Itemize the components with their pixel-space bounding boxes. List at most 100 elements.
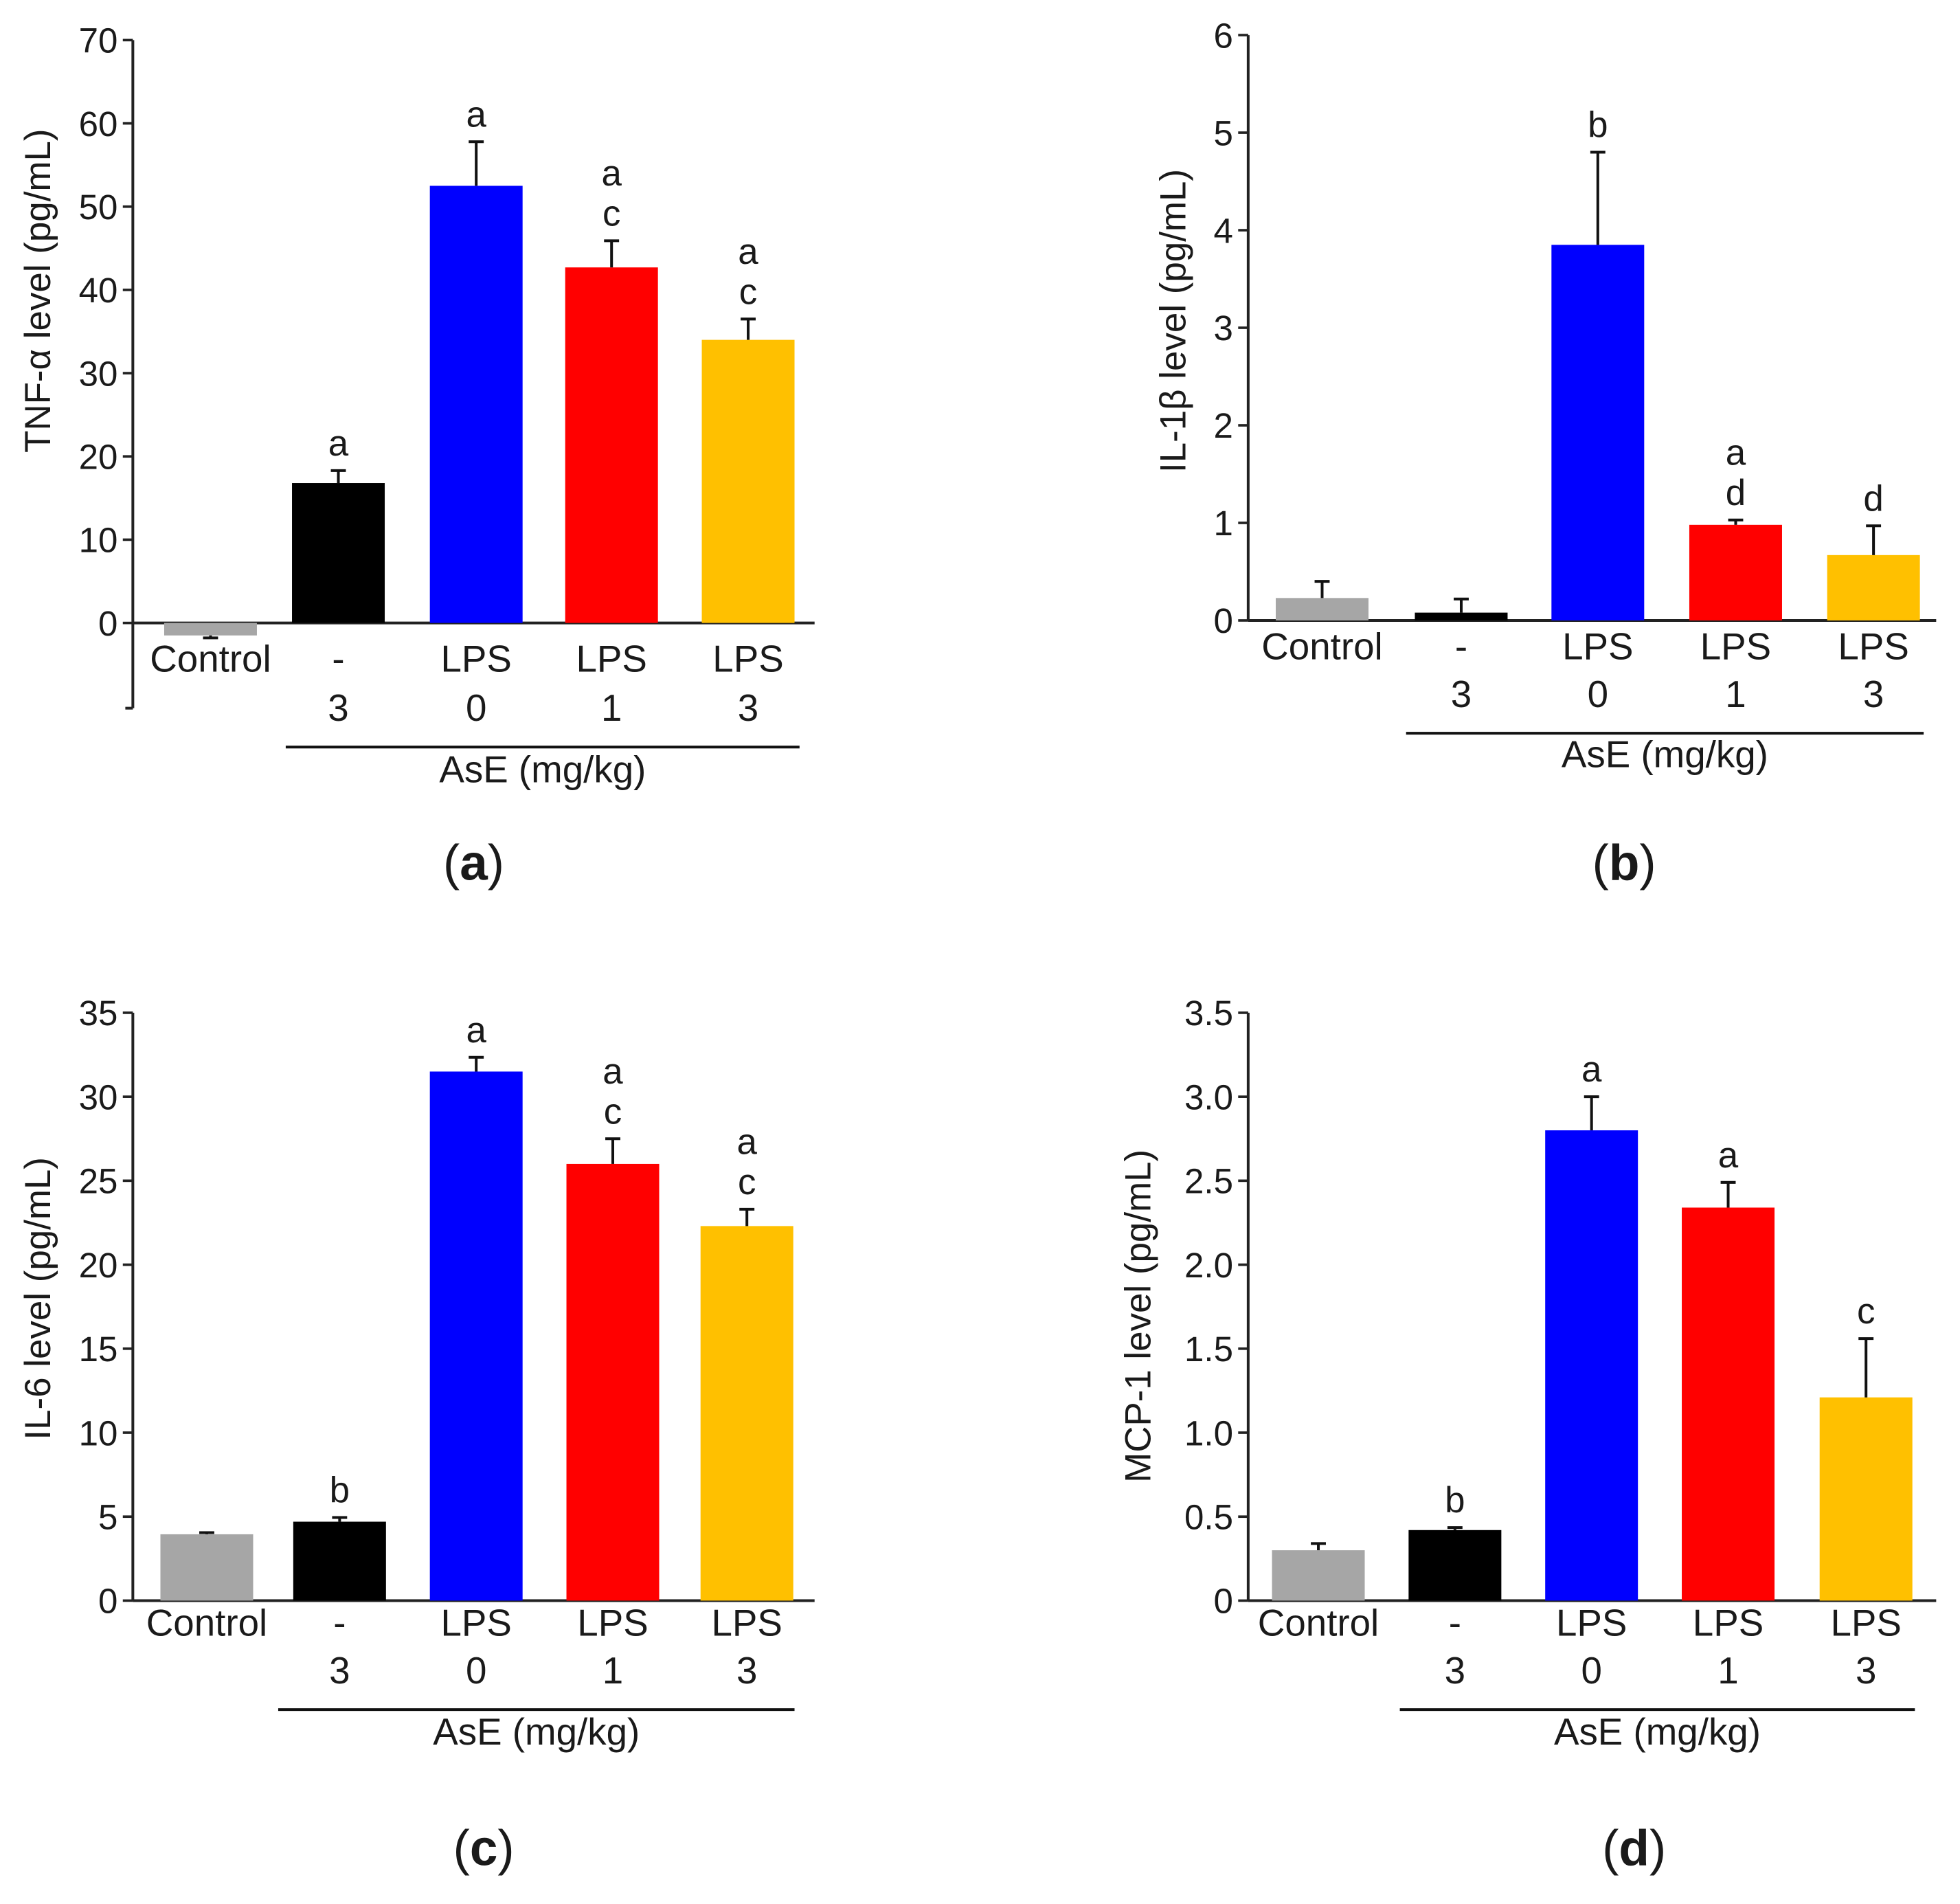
y-tick-label: 0	[1214, 601, 1233, 640]
significance-letter: c	[738, 1162, 756, 1202]
panel-label: (d)	[1602, 1820, 1666, 1876]
y-axis-label: IL-6 level (pg/mL)	[18, 1157, 58, 1440]
category-sublabel: 0	[1588, 673, 1608, 715]
y-tick-label: 2.5	[1184, 1162, 1233, 1201]
significance-letter: c	[1857, 1291, 1875, 1332]
bar	[1272, 1550, 1365, 1601]
bar	[293, 1521, 386, 1601]
bar	[701, 339, 795, 623]
y-tick-label: 40	[79, 271, 118, 310]
bar	[565, 267, 658, 623]
category-sublabel: 3	[1863, 673, 1884, 715]
category-label: Control	[1261, 625, 1382, 668]
y-tick-label: 70	[79, 21, 118, 60]
panel-label: (a)	[443, 836, 504, 891]
y-tick-label: 60	[79, 104, 118, 144]
category-label: -	[1455, 625, 1467, 668]
category-sublabel: 3	[328, 686, 348, 729]
x-axis-group-label: AsE (mg/kg)	[1562, 732, 1768, 775]
panel-label-open: (	[443, 836, 460, 891]
bar	[566, 1163, 660, 1601]
panel-label-open: (	[1592, 836, 1609, 891]
significance-letter: a	[738, 232, 758, 272]
bar	[1545, 1130, 1638, 1601]
significance-letter: a	[1718, 1135, 1739, 1176]
y-tick-label: 10	[79, 521, 118, 560]
bar	[429, 186, 523, 623]
significance-letter: a	[466, 1010, 486, 1051]
category-label: LPS	[577, 1602, 648, 1644]
bar	[700, 1226, 793, 1601]
y-tick-label: 4	[1214, 211, 1233, 250]
significance-letter: a	[1581, 1049, 1602, 1090]
bar	[160, 1534, 254, 1601]
category-sublabel: 1	[1725, 673, 1746, 715]
category-sublabel: 3	[736, 1649, 757, 1692]
category-label: LPS	[1562, 625, 1633, 668]
category-label: LPS	[1556, 1602, 1627, 1644]
category-label: Control	[146, 1602, 267, 1644]
y-tick-label: 15	[79, 1330, 118, 1369]
significance-letter: a	[1726, 432, 1746, 473]
bar	[1551, 245, 1645, 620]
panel-label-letter: a	[460, 836, 488, 891]
significance-letter: c	[602, 194, 620, 234]
y-tick-label: 0	[1214, 1582, 1233, 1621]
chart-panel-b: 0 1 2 3 4 5 6 IL-1β level (pg/mL) Control - 3 b LPS 0…	[1153, 16, 1937, 891]
y-tick-label: 10	[79, 1413, 118, 1453]
significance-letter: b	[1588, 105, 1608, 146]
significance-letter: b	[330, 1470, 350, 1511]
y-tick-label: 3.0	[1184, 1077, 1233, 1117]
y-axis-label: IL-1β level (pg/mL)	[1153, 169, 1194, 473]
category-sublabel: 1	[602, 1649, 623, 1692]
y-tick-label: 0	[98, 1582, 117, 1621]
y-tick-label: 1.5	[1184, 1330, 1233, 1369]
category-sublabel: 0	[466, 686, 486, 729]
category-sublabel: 3	[1445, 1649, 1465, 1692]
significance-letter: b	[1445, 1480, 1465, 1521]
significance-letter: d	[1726, 473, 1746, 513]
bar	[429, 1071, 523, 1601]
y-axis-label: MCP-1 level (pg/mL)	[1118, 1150, 1159, 1483]
bar	[1408, 1530, 1502, 1601]
y-tick-label: 5	[1214, 113, 1233, 153]
y-tick-label: 6	[1214, 16, 1233, 55]
significance-letter: a	[602, 1051, 623, 1092]
significance-letter: c	[604, 1091, 622, 1132]
panel-label-letter: c	[470, 1820, 498, 1876]
category-sublabel: 3	[738, 686, 758, 729]
significance-letter: a	[328, 423, 349, 464]
bar	[1689, 524, 1782, 620]
y-tick-label: 20	[79, 437, 118, 476]
y-tick-label: 2	[1214, 406, 1233, 445]
panel-label-open: (	[453, 1820, 470, 1876]
significance-letter: a	[601, 153, 622, 194]
panel-label-close: )	[497, 1820, 514, 1876]
category-label: LPS	[1838, 625, 1908, 668]
panel-label-letter: b	[1609, 836, 1640, 891]
significance-letter: a	[466, 94, 486, 135]
category-sublabel: 0	[1581, 1649, 1601, 1692]
panel-label: (c)	[453, 1820, 515, 1876]
y-tick-label: 50	[79, 188, 118, 227]
panel-label-close: )	[1649, 1820, 1666, 1876]
x-axis-group-label: AsE (mg/kg)	[1554, 1710, 1761, 1753]
category-label: Control	[150, 638, 271, 680]
bar	[292, 483, 385, 623]
category-label: LPS	[1830, 1602, 1901, 1644]
panel-label-letter: d	[1619, 1820, 1649, 1876]
category-label: LPS	[1700, 625, 1771, 668]
significance-letter: c	[739, 271, 757, 312]
significance-letter: a	[736, 1122, 757, 1163]
category-sublabel: 3	[1451, 673, 1472, 715]
y-tick-label: 25	[79, 1162, 118, 1201]
category-label: LPS	[711, 1602, 782, 1644]
bar	[1819, 1397, 1913, 1601]
y-tick-label: 2.0	[1184, 1246, 1233, 1285]
y-tick-label: 35	[79, 994, 118, 1033]
category-label: LPS	[712, 638, 783, 680]
significance-letter: d	[1863, 478, 1883, 519]
bar	[1682, 1207, 1775, 1601]
